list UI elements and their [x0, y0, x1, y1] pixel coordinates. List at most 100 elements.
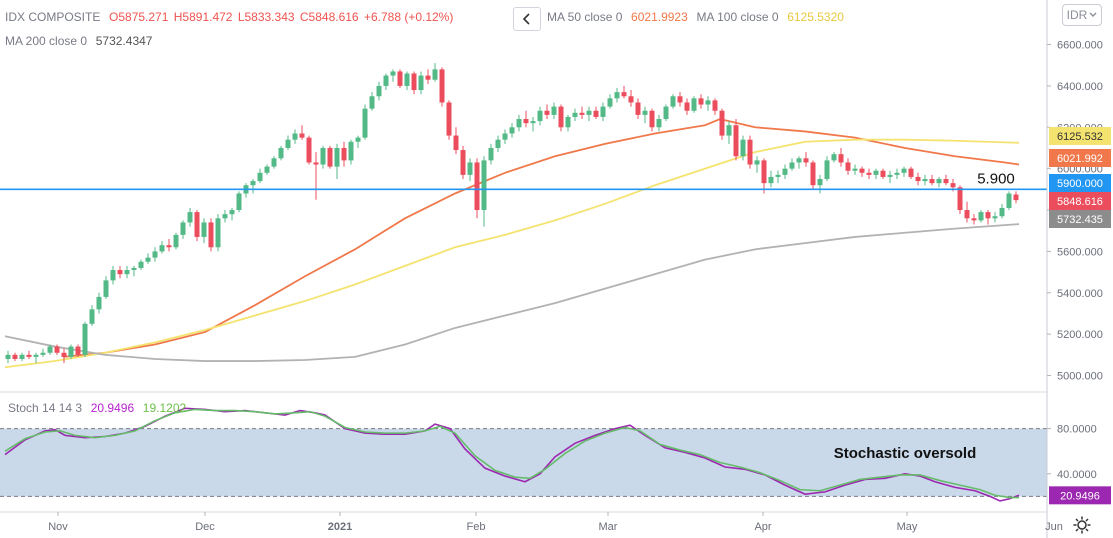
candle-body: [558, 106, 564, 128]
price-tick-label: 5400.000: [1057, 288, 1103, 300]
candle-body: [355, 137, 361, 142]
settings-gear-icon[interactable]: [1072, 515, 1092, 535]
candle-body: [677, 96, 683, 103]
candle-body: [691, 98, 697, 111]
candle-body: [943, 179, 949, 184]
price-axis[interactable]: 6600.0006400.0006200.0006000.0005800.000…: [1046, 0, 1103, 538]
time-tick-label: Dec: [195, 521, 215, 533]
candle-body: [145, 257, 151, 262]
candle-body: [635, 102, 641, 115]
candle-body: [194, 212, 200, 237]
candle-body: [621, 92, 627, 97]
candle-body: [908, 168, 914, 177]
candle-body: [54, 346, 60, 353]
candle-body: [264, 166, 270, 173]
candle-body: [292, 133, 298, 140]
candle-body: [950, 183, 956, 188]
candle-body: [600, 106, 606, 117]
time-tick-label: Jun: [1045, 521, 1063, 533]
close-value: C5848.616: [299, 10, 359, 24]
time-tick-label: Nov: [48, 521, 68, 533]
ma100-label: MA 100 close 0: [696, 10, 779, 24]
stoch-tick-label: 80.0000: [1057, 424, 1097, 436]
candle-body: [817, 179, 823, 186]
candle-body: [929, 179, 935, 184]
horizontal-level-line[interactable]: 5.900: [0, 170, 1047, 191]
candle-body: [789, 162, 795, 169]
ma-line-ma100: [4, 138, 1020, 369]
stoch-tick-label: 40.0000: [1057, 469, 1097, 481]
candle-body: [768, 176, 774, 184]
ma50-label: MA 50 close 0: [547, 10, 623, 24]
candle-body: [222, 214, 228, 219]
candle-body: [19, 354, 25, 359]
currency-button[interactable]: IDR: [1062, 4, 1102, 26]
candle-body: [432, 69, 438, 80]
candle-body: [1013, 194, 1019, 201]
price-tick-label: 5200.000: [1057, 329, 1103, 341]
candle-body: [152, 251, 158, 258]
price-label-text: 5848.616: [1057, 196, 1103, 208]
candle-body: [663, 106, 669, 120]
candle-body: [383, 75, 389, 86]
high-value: H5891.472: [173, 10, 233, 24]
candle-body: [362, 108, 368, 138]
candle-body: [740, 139, 746, 157]
price-label-badge: [1049, 149, 1111, 167]
stoch-d-value: 19.1202: [142, 401, 187, 415]
candle-body: [208, 222, 214, 248]
collapse-legend-button[interactable]: [513, 7, 541, 31]
candle-body: [684, 102, 690, 111]
price-label-badge: [1049, 174, 1111, 192]
candle-body: [215, 218, 221, 248]
candle-body: [68, 346, 74, 357]
candle-body: [1006, 193, 1012, 208]
level-5900-text: 5.900: [977, 170, 1015, 187]
price-labels: 6125.532 6021.992 5900.000 5848.616 5732.435…: [1049, 127, 1111, 505]
moving-average-lines: [4, 118, 1020, 369]
price-tick-label: 6400.000: [1057, 81, 1103, 93]
candle-body: [985, 212, 991, 219]
candle-body: [250, 181, 256, 186]
candle-body: [320, 147, 326, 165]
time-axis[interactable]: Nov Dec 2021 Feb Mar Apr May Jun: [0, 511, 1063, 533]
chevron-down-icon: [1089, 12, 1097, 17]
candle-body: [803, 158, 809, 163]
candle-body: [957, 187, 963, 211]
candle-body: [572, 112, 578, 117]
candle-body: [922, 179, 928, 182]
candle-body: [236, 193, 242, 211]
candle-body: [747, 139, 753, 165]
price-label-text: 5900.000: [1057, 178, 1103, 190]
candle-body: [824, 160, 830, 180]
candle-body: [502, 133, 508, 140]
candle-body: [999, 207, 1005, 217]
candle-body: [334, 147, 340, 167]
candle-body: [859, 168, 865, 173]
candle-body: [180, 222, 186, 235]
candle-body: [614, 92, 620, 99]
time-tick-label: May: [897, 521, 918, 533]
candle-body: [544, 110, 550, 115]
stoch-value-text: 20.9496: [1060, 490, 1100, 502]
candle-body: [474, 162, 480, 211]
ma-line-ma50: [62, 118, 1020, 358]
candle-body: [852, 168, 858, 171]
candle-body: [75, 346, 81, 355]
candle-body: [880, 170, 886, 177]
candle-body: [5, 354, 11, 359]
stoch-oversold-band: [0, 428, 1047, 497]
ma-legend: MA 50 close 0 6021.9923 MA 100 close 0 6…: [547, 10, 846, 24]
candle-body: [586, 110, 592, 115]
candle-body: [131, 267, 137, 271]
candle-body: [40, 352, 46, 355]
candle-body: [460, 150, 466, 175]
candle-body: [733, 125, 739, 157]
candle-body: [509, 127, 515, 134]
candle-body: [201, 222, 207, 237]
candle-body: [313, 162, 319, 165]
candle-body: [845, 162, 851, 171]
price-tick-label: 5000.000: [1057, 371, 1103, 383]
ma200-value: 5732.4347: [95, 34, 153, 48]
